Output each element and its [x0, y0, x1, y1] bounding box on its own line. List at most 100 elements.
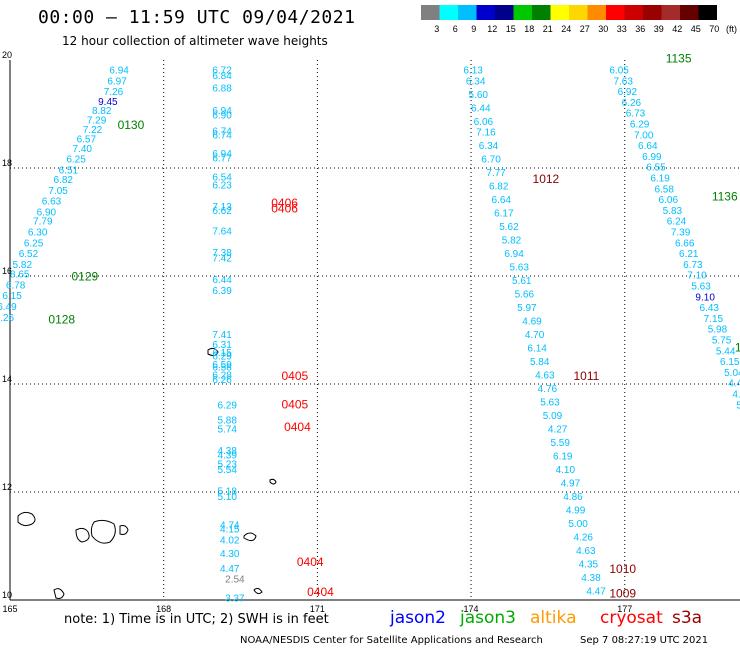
wave-height-label: 7.16 [476, 128, 496, 139]
pass-id-label: 1136 [712, 189, 738, 203]
pass-id-label: 0406 [271, 196, 298, 210]
wave-height-label: 6.19 [553, 452, 573, 463]
legend-swatch [587, 5, 606, 20]
y-tick-label: 18 [2, 158, 12, 168]
wave-height-label: 6.78 [6, 280, 26, 291]
legend-swatch [458, 5, 477, 20]
x-tick-label: 171 [310, 604, 325, 614]
wave-height-label: 6.82 [489, 182, 509, 193]
y-tick-label: 10 [2, 590, 12, 600]
legend-label: 70 [709, 24, 719, 34]
wave-height-label: 6.63 [42, 197, 62, 208]
wave-height-label: 3.37 [225, 594, 245, 605]
pass-id-label: 0128 [48, 313, 75, 327]
wave-height-label: 6.26 [0, 313, 15, 324]
legend-swatch [569, 5, 588, 20]
legend-label: 45 [691, 24, 701, 34]
wave-height-label: 4.27 [548, 425, 568, 436]
wave-height-label: 6.54 [212, 172, 232, 183]
wave-height-label: 4.10 [556, 465, 576, 476]
x-tick-label: 168 [156, 604, 171, 614]
wave-height-label: 6.58 [654, 184, 674, 195]
wave-height-label: 5.00 [568, 519, 588, 530]
wave-height-label: 2.54 [225, 575, 245, 586]
wave-height-label: 6.26 [622, 98, 642, 109]
legend-label: 36 [635, 24, 645, 34]
wave-height-label: 5.54 [217, 465, 237, 476]
wave-height-label: 6.31 [212, 340, 232, 351]
legend-swatch [513, 5, 532, 20]
wave-height-label: 6.15 [212, 348, 232, 359]
wave-height-label: 5.04 [724, 368, 740, 379]
wave-height-label: 6.70 [481, 155, 501, 166]
wave-height-label: 5.84 [530, 357, 550, 368]
wave-height-label: 6.94 [504, 249, 524, 260]
wave-height-label: 9.45 [98, 97, 118, 108]
wave-height-label: 6.19 [650, 174, 670, 185]
wave-height-label: 5.75 [712, 336, 732, 347]
island-outline [119, 525, 129, 535]
footer-note: note: 1) Time is in UTC; 2) SWH is in fe… [64, 612, 329, 627]
wave-height-label: 6.43 [700, 303, 720, 314]
wave-height-label: 5.74 [217, 425, 237, 436]
wave-height-label: 4.70 [525, 330, 545, 341]
legend-label: 42 [672, 24, 682, 34]
y-tick-label: 16 [2, 266, 12, 276]
pass-id-label: 1010 [609, 562, 636, 576]
legend-swatch [495, 5, 514, 20]
legend-label: 21 [543, 24, 553, 34]
island-outline [53, 588, 65, 599]
wave-height-label: 6.15 [720, 357, 740, 368]
satellite-altika: altika [530, 608, 577, 628]
wave-height-label: 6.34 [466, 76, 486, 87]
wave-height-label: 6.64 [492, 195, 512, 206]
wave-height-label: 5.59 [550, 438, 570, 449]
legend-swatch [606, 5, 625, 20]
pass-id-label: 1135 [666, 52, 692, 66]
pass-id-label: 0130 [118, 118, 145, 132]
wave-height-label: 7.05 [48, 186, 68, 197]
wave-height-label: 6.92 [618, 87, 638, 98]
wave-height-label: 7.40 [72, 144, 92, 155]
wave-height-label: 6.25 [66, 155, 86, 166]
wave-height-label: 4.38 [217, 446, 237, 457]
legend-swatch [421, 5, 440, 20]
wave-height-label: 5.62 [499, 222, 519, 233]
wave-height-label: 6.77 [212, 154, 232, 165]
legend-swatch [680, 5, 699, 20]
x-tick-label: 165 [2, 604, 17, 614]
wave-height-label: 6.90 [212, 110, 232, 121]
wave-height-label: 7.38 [212, 248, 232, 259]
wave-height-label: 6.30 [28, 228, 48, 239]
wave-height-label: 4.47 [220, 564, 240, 575]
wave-height-label: 4.39 [217, 451, 237, 462]
pass-id-label: 0404 [284, 420, 311, 434]
wave-height-label: 6.25 [24, 238, 44, 249]
wave-height-label: 4.15 [220, 525, 240, 536]
wave-height-label: 4.02 [220, 535, 240, 546]
wave-height-label: 7.39 [671, 228, 691, 239]
wave-height-label: 6.44 [471, 103, 491, 114]
wave-height-label: 6.59 [212, 360, 232, 371]
wave-height-label: 7.15 [704, 314, 724, 325]
wave-height-label: 4.44 [728, 379, 740, 390]
pass-id-label: 0404 [307, 585, 334, 599]
wave-height-label: 4.76 [538, 384, 558, 395]
pass-id-label: 1 [735, 341, 740, 355]
wave-height-label: 6.73 [683, 260, 703, 271]
wave-height-label: 6.74 [212, 130, 232, 141]
wave-height-label: 5.83 [663, 206, 683, 217]
wave-height-label: 7.41 [212, 330, 232, 341]
wave-height-label: 5.60 [468, 90, 488, 101]
legend-label: 33 [617, 24, 627, 34]
legend-label: 15 [506, 24, 516, 34]
wave-height-label: 6.94 [212, 106, 232, 117]
wave-height-label: 6.14 [527, 344, 547, 355]
legend-swatch [643, 5, 662, 20]
page-subtitle: 12 hour collection of altimeter wave hei… [62, 34, 328, 48]
wave-height-label: 7.63 [613, 76, 633, 87]
wave-height-label: 6.82 [54, 175, 74, 186]
wave-height-label: 4.38 [581, 573, 601, 584]
wave-height-label: 5.09 [543, 411, 563, 422]
wave-height-label: 5.63 [540, 398, 560, 409]
